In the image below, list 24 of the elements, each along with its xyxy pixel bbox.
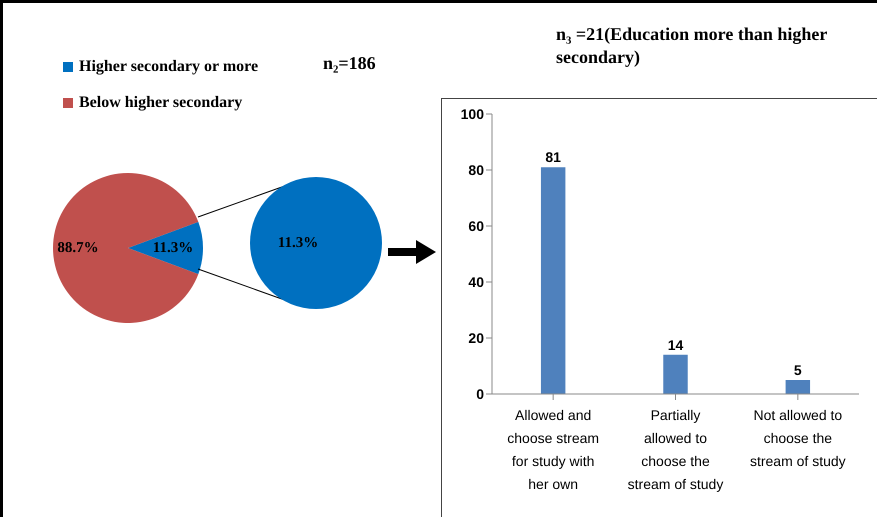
bar — [540, 167, 566, 394]
x-tick-label: Partially allowed to choose the stream of study — [628, 406, 724, 492]
text: n₂=186 — [323, 53, 376, 74]
bar — [786, 380, 810, 394]
data-label: 5 — [794, 362, 802, 378]
x-tick-label: Allowed and choose stream for study with her own — [507, 406, 600, 492]
data-label: 14 — [668, 336, 684, 353]
chart-title: n₃ =21(Education more than higher secondary) — [556, 23, 828, 69]
y-tick-label: 0 — [476, 386, 484, 402]
y-tick-label: 20 — [468, 330, 484, 346]
text: 11.3% — [278, 235, 318, 251]
pie-slice — [53, 173, 198, 323]
y-tick-label: 100 — [460, 106, 484, 122]
data-label: 88.7% — [57, 240, 99, 256]
data-label: 81 — [545, 149, 562, 166]
bar — [663, 354, 688, 394]
pie-slice — [128, 222, 203, 274]
data-label: 11.3% — [152, 240, 194, 256]
y-tick-label: 80 — [468, 162, 484, 178]
legend-label: Below higher secondary — [79, 94, 242, 112]
x-tick-label: Not allowed to choose the stream of study — [750, 406, 846, 469]
y-tick-label: 60 — [468, 218, 484, 234]
y-tick-label: 40 — [468, 274, 484, 290]
legend-label: Higher secondary or more — [79, 58, 258, 76]
